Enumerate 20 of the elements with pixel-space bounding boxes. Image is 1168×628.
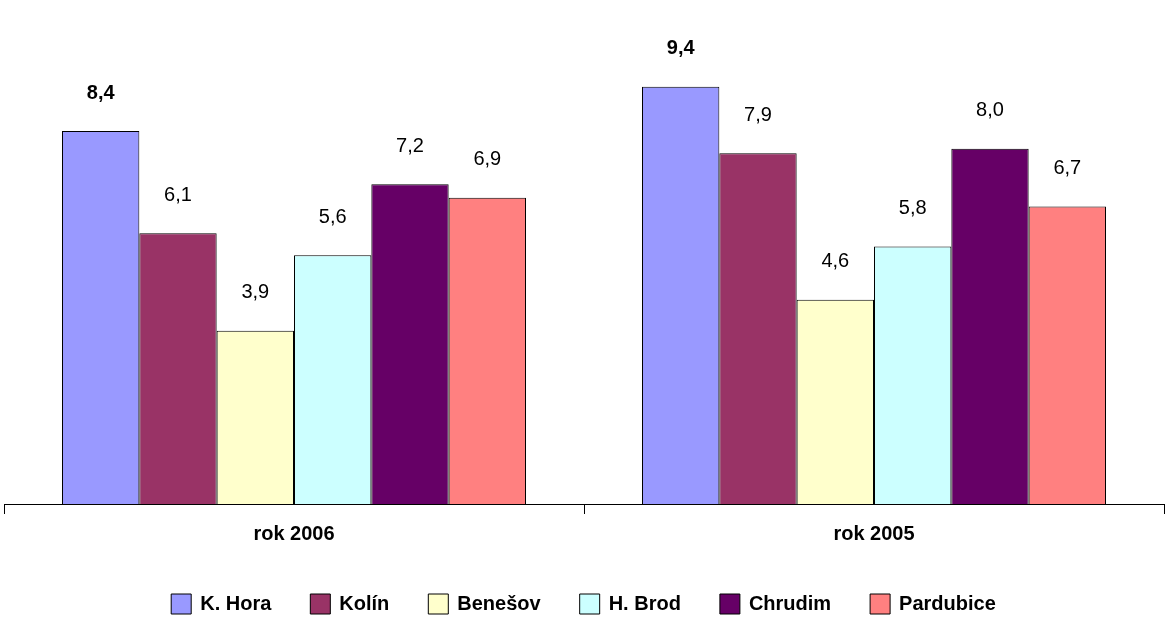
legend-label: K. Hora [200,591,273,614]
x-tick-label: rok 2005 [833,521,915,544]
data-label: 8,0 [976,98,1004,121]
x-tick-label: rok 2006 [253,521,335,544]
data-label: 9,4 [666,36,696,59]
data-label: 5,8 [898,196,927,218]
data-label: 3,9 [241,280,270,303]
legend-label: H. Brod [608,591,681,614]
data-label: 7,2 [396,133,424,156]
data-label: 6,9 [473,147,502,170]
data-label: 6,1 [164,182,192,205]
data-label: 7,9 [744,102,772,125]
data-label: 6,7 [1053,156,1082,179]
legend-label: Chrudim [748,591,832,614]
legend-label: Pardubice [899,591,996,614]
legend-label: Kolín [339,591,390,614]
data-label: 5,6 [318,204,347,227]
data-label: 4,6 [821,249,850,272]
data-label: 8,4 [86,80,116,103]
legend-label: Benešov [457,591,542,614]
